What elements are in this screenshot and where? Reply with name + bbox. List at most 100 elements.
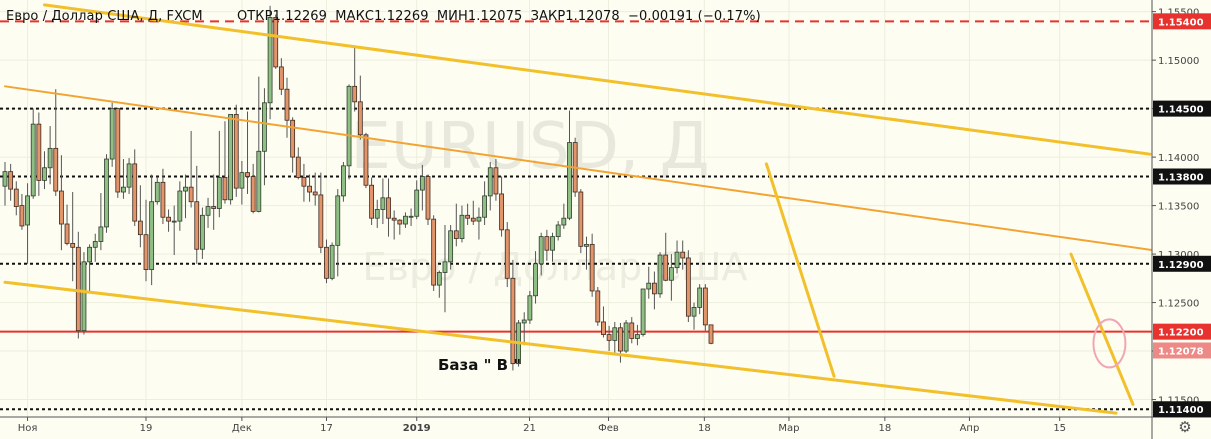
candle-body-66 <box>374 209 380 219</box>
candle-body-100 <box>567 142 572 219</box>
candle-body-117 <box>663 254 669 281</box>
candle-body-109 <box>618 327 623 352</box>
candle-body-12 <box>70 243 76 248</box>
candle-body-34 <box>194 201 200 250</box>
price-tick-label-6: 1.12500 <box>1158 299 1199 310</box>
candle-body-90 <box>510 277 516 365</box>
level-label-4: 1.12200 <box>1158 328 1204 339</box>
candle-body-6 <box>36 123 42 181</box>
candle-body-7 <box>42 167 47 181</box>
watermark-ticker: EURUSD, Д <box>350 110 709 184</box>
candle-body-8 <box>47 147 53 169</box>
candle-body-53 <box>301 177 307 187</box>
candle-body-27 <box>154 181 160 203</box>
candle-body-37 <box>211 206 217 209</box>
candle-body-61 <box>346 85 352 167</box>
candle-body-55 <box>312 191 318 196</box>
candle-body-98 <box>555 224 561 238</box>
level-label-0: 1.15400 <box>1158 17 1204 28</box>
level-label-3: 1.12900 <box>1158 260 1204 271</box>
candle-body-65 <box>369 184 375 219</box>
high-value: 1.12269 <box>374 9 429 24</box>
candle-body-84 <box>476 216 482 222</box>
candle-body-9 <box>53 147 59 192</box>
candle-body-30 <box>171 220 177 223</box>
close-value: 1.12078 <box>565 9 620 24</box>
candle-body-86 <box>487 167 493 197</box>
time-tick-label-8: Мар <box>778 423 799 434</box>
candle-body-125 <box>708 324 714 344</box>
candle-body-42 <box>239 172 245 189</box>
high-label: МАКС <box>335 9 375 24</box>
candle-body-22 <box>126 163 132 188</box>
candle-body-118 <box>668 267 674 281</box>
level-label-2: 1.13800 <box>1158 172 1204 183</box>
candle-body-105 <box>595 290 601 323</box>
candle-body-108 <box>612 327 618 341</box>
candle-body-57 <box>324 246 329 279</box>
candle-body-36 <box>205 206 211 216</box>
candle-body-88 <box>499 193 504 231</box>
level-label-2-bg <box>1153 168 1211 185</box>
candle-body-60 <box>340 165 346 197</box>
candle-body-111 <box>629 322 635 339</box>
candle-body-73 <box>414 189 420 217</box>
time-tick-label-3: 17 <box>320 423 333 434</box>
candle-body-107 <box>606 334 612 341</box>
watermark: EURUSD, Д Евро / Доллар США <box>350 110 747 289</box>
candle-body-74 <box>419 176 425 191</box>
gear-icon[interactable]: ⚙ <box>1178 418 1192 436</box>
candle-body-92 <box>521 319 527 324</box>
candle-body-83 <box>470 217 476 222</box>
candle-body-116 <box>657 254 663 295</box>
candle-body-3 <box>19 205 25 227</box>
candle-body-1 <box>8 171 14 190</box>
candle-body-67 <box>380 197 386 210</box>
candle-body-124 <box>702 287 708 326</box>
candle-body-103 <box>584 243 589 247</box>
candle-body-52 <box>295 156 301 178</box>
candle-body-24 <box>137 220 143 236</box>
candle-body-115 <box>652 282 657 295</box>
low-value: 1.12075 <box>467 9 523 24</box>
candle-body-19 <box>109 108 115 160</box>
symbol-header: Евро / Доллар США, Д, FXCM ОТКР1.12269 М… <box>6 9 765 24</box>
trendline-1 <box>4 85 1211 260</box>
price-tick-label-4: 1.13500 <box>1158 202 1199 213</box>
time-tick-label-7: 18 <box>698 423 711 434</box>
candle-body-45 <box>256 150 262 212</box>
candle-body-13 <box>75 246 81 332</box>
close-label: ЗАКР <box>530 9 566 24</box>
candle-body-123 <box>697 287 703 308</box>
trendline-0 <box>42 3 1152 156</box>
candle-body-48 <box>273 17 279 68</box>
candle-body-56 <box>318 194 324 248</box>
low-label: МИН <box>436 9 468 24</box>
candle-body-64 <box>363 134 369 186</box>
time-tick-label-11: 15 <box>1053 423 1066 434</box>
candle-body-33 <box>188 186 194 203</box>
candle-body-15 <box>87 246 92 263</box>
candle-body-102 <box>578 191 584 247</box>
candle-body-51 <box>290 119 296 158</box>
price-axis-labels: 1.15400 1.14500 1.13800 1.12900 1.12200 1.114… <box>1153 13 1211 418</box>
candle-body-41 <box>233 114 239 189</box>
candle-body-29 <box>166 216 171 222</box>
candle-body-54 <box>307 185 312 193</box>
candle-body-113 <box>640 288 646 335</box>
candle-body-38 <box>216 177 222 209</box>
candle-body-35 <box>199 214 205 250</box>
time-tick-label-5: 21 <box>523 423 536 434</box>
price-tick-label-3: 1.14000 <box>1158 153 1199 164</box>
candle-body-112 <box>635 334 640 339</box>
time-axis[interactable]: Ноя 19 Дек 17 2019 21 Фев 18 Мар 18 Апр 15 <box>18 417 1066 434</box>
candle-body-72 <box>408 215 414 218</box>
candle-body-32 <box>183 186 188 192</box>
candle-body-95 <box>538 236 544 265</box>
candle-body-70 <box>397 219 403 225</box>
candle-body-78 <box>442 261 448 273</box>
level-label-5-bg <box>1153 401 1211 418</box>
candle-body-89 <box>504 229 510 279</box>
candle-body-0 <box>2 171 8 187</box>
